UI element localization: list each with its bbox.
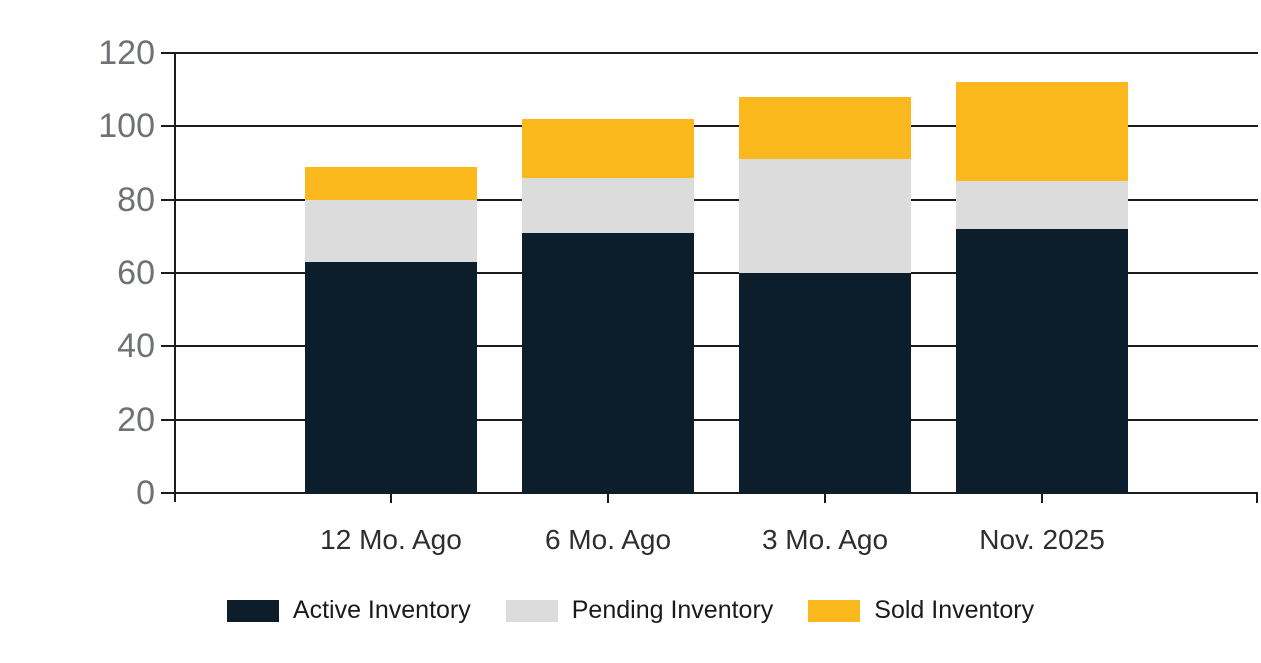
bar-3-mo-ago-pending [739,159,911,273]
y-axis-tick-100 [161,125,176,128]
gridline-y-20 [175,418,1258,421]
gridline-y-120 [175,52,1258,54]
bar-6-mo-ago-active [522,232,694,493]
x-axis-end-tick [1256,493,1258,503]
y-axis-tick-80 [161,198,176,201]
bar-3-mo-ago-sold [739,97,911,160]
y-axis-tick-20 [161,418,176,421]
y-axis-tick-label: 100 [98,107,155,146]
gridline-y-60 [175,272,1258,274]
y-axis-tick-120 [161,52,176,54]
x-axis-tick [390,493,392,503]
y-axis-tick-label: 40 [117,327,155,366]
y-axis-tick-label: 20 [117,400,155,439]
legend-item-pending: Pending Inventory [505,596,774,624]
bar-nov-2025-sold [956,82,1128,182]
y-axis-tick-0 [161,492,176,494]
y-axis-tick-40 [161,345,176,348]
legend-label: Active Inventory [292,596,471,624]
bar-12-mo-ago-active [305,262,477,493]
y-axis-tick-label: 60 [117,254,155,292]
legend-label: Sold Inventory [874,596,1035,624]
x-axis-category-label: Nov. 2025 [979,524,1105,555]
legend-label: Pending Inventory [571,596,774,624]
y-axis-tick-label: 0 [136,474,155,512]
bar-12-mo-ago-pending [305,199,477,262]
gridline-y-0 [175,492,1258,494]
gridline-y-100 [175,125,1258,128]
x-axis-tick [1041,493,1043,503]
legend-swatch-pending [505,599,558,622]
chart-legend: Active Inventory Pending Inventory Sold In… [0,598,1261,623]
x-axis-category-label: 3 Mo. Ago [761,524,889,555]
legend-item-sold: Sold Inventory [808,598,1034,623]
bar-12-mo-ago-sold [305,166,477,200]
x-axis-tick [607,493,609,503]
x-axis-tick [824,493,826,503]
bar-6-mo-ago-pending [522,177,694,233]
y-axis-tick-label: 120 [98,34,155,72]
bar-nov-2025-pending [956,181,1128,229]
bar-nov-2025-active [956,229,1128,493]
gridline-y-80 [175,198,1258,201]
legend-swatch-sold [808,599,861,622]
bar-3-mo-ago-active [739,273,911,493]
gridline-y-40 [175,345,1258,348]
legend-swatch-active [226,599,279,622]
x-axis-category-label: 12 Mo. Ago [320,524,462,555]
y-axis-tick-60 [161,272,176,274]
y-axis-tick-label: 80 [117,180,155,219]
y-axis-line [174,53,176,502]
x-axis-category-label: 6 Mo. Ago [544,524,672,555]
bar-6-mo-ago-sold [522,119,694,178]
legend-item-active: Active Inventory [226,596,471,624]
